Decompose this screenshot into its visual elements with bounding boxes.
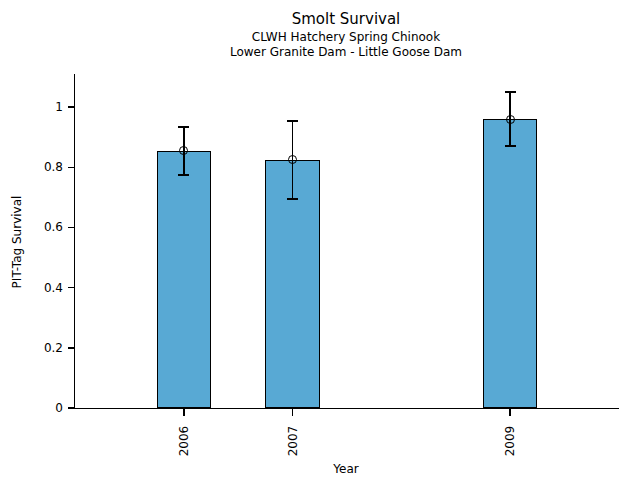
x-axis-tick: [509, 408, 511, 416]
y-axis-tick: [68, 347, 74, 349]
y-axis-tick: [68, 106, 74, 108]
plot-area: 00.20.40.60.81200620072009: [74, 74, 619, 409]
chart-subtitle-line2: Lower Granite Dam - Little Goose Dam: [74, 45, 618, 59]
error-bar-cap-bottom: [178, 174, 189, 176]
y-tick-label: 1: [23, 99, 63, 115]
error-bar-cap-top: [178, 126, 189, 128]
y-axis-tick: [68, 407, 74, 409]
y-axis-tick: [68, 167, 74, 169]
x-axis-label: Year: [74, 462, 618, 476]
y-tick-label: 0.8: [23, 159, 63, 175]
error-bar-cap-top: [505, 91, 516, 93]
bar: [483, 119, 537, 408]
y-tick-label: 0: [23, 400, 63, 416]
y-axis-tick: [68, 287, 74, 289]
y-axis-tick: [68, 227, 74, 229]
chart-title: Smolt Survival: [74, 11, 618, 27]
y-tick-label: 0.2: [23, 340, 63, 356]
chart-subtitle-line1: CLWH Hatchery Spring Chinook: [74, 30, 618, 44]
error-bar-cap-top: [287, 120, 298, 122]
y-tick-label: 0.6: [23, 219, 63, 235]
error-bar-cap-bottom: [505, 145, 516, 147]
y-axis-label: PIT-Tag Survival: [10, 172, 24, 312]
y-tick-label: 0.4: [23, 280, 63, 296]
bar: [157, 151, 211, 408]
data-point-marker: [506, 115, 515, 124]
chart-figure: Smolt Survival CLWH Hatchery Spring Chin…: [0, 0, 640, 480]
error-bar-cap-bottom: [287, 198, 298, 200]
x-tick-label: 2006: [177, 419, 191, 463]
x-tick-label: 2009: [503, 419, 517, 463]
x-tick-label: 2007: [286, 419, 300, 463]
x-axis-tick: [183, 408, 185, 416]
x-axis-tick: [292, 408, 294, 416]
